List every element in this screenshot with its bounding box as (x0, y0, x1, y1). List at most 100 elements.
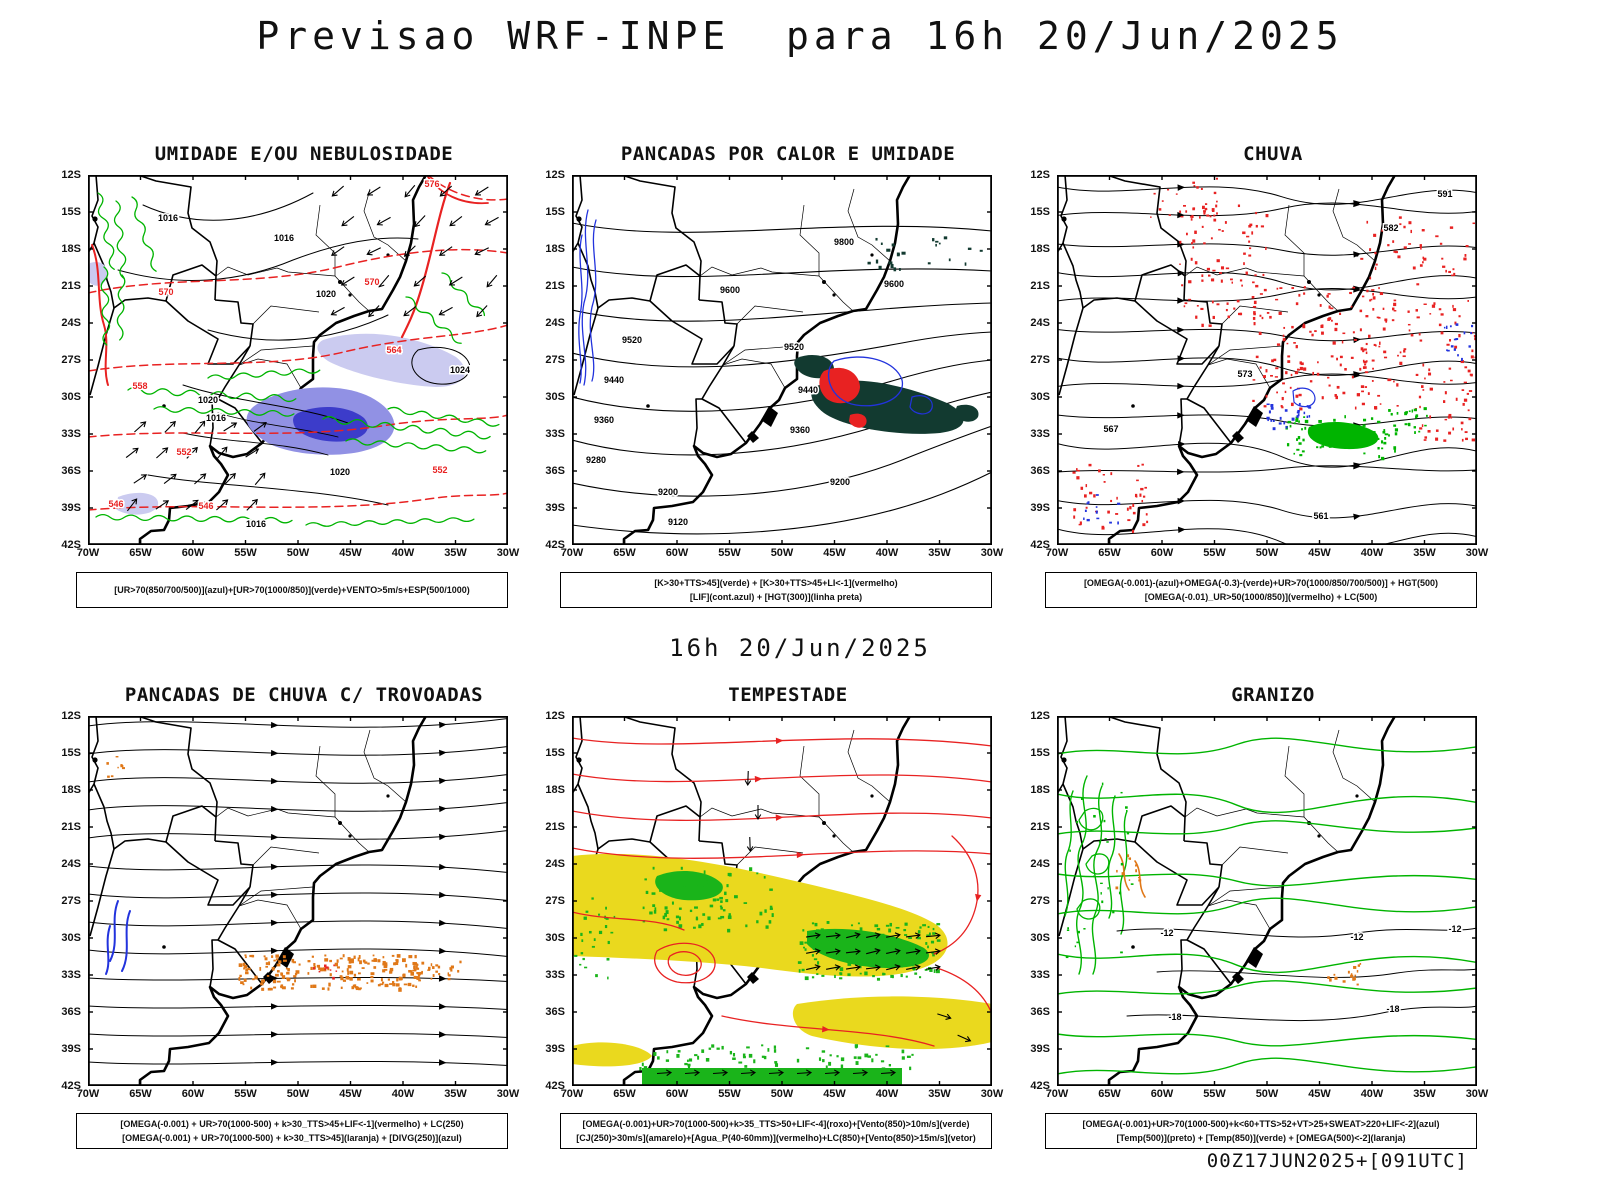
caption-line: [OMEGA(-0.001)+UR>70(1000-500)+k>35_TTS>… (582, 1119, 970, 1129)
caption-box: [OMEGA(-0.001)+UR>70(1000-500)+k>35_TTS>… (560, 1113, 992, 1149)
country-border (1134, 805, 1186, 843)
country-border (93, 783, 115, 850)
contour-label: -18 (1386, 1004, 1399, 1014)
lat-label: 18S (545, 243, 565, 255)
lat-label: 42S (61, 539, 81, 551)
lake (1246, 406, 1263, 427)
weather-map-granizo: -12 -12 -12 -18 -18 (1057, 716, 1477, 1086)
state-border (1207, 345, 1283, 366)
contour-label: 1016 (206, 413, 226, 423)
country-border (1106, 175, 1187, 277)
state-border (315, 204, 336, 276)
contour-label: 1016 (158, 213, 178, 223)
lake (1061, 216, 1067, 222)
lake (1246, 947, 1263, 968)
lat-label: 27S (1030, 354, 1050, 366)
state-border (722, 358, 786, 389)
country-border (1186, 939, 1232, 985)
lake (92, 757, 98, 763)
lake (338, 280, 342, 284)
page-title: Previsao WRF-INPE para 16h 20/Jun/2025 (256, 14, 1344, 58)
caption-line: [OMEGA(-0.01)_UR>50(1000/850)](vermelho)… (1144, 592, 1378, 602)
lake (92, 216, 98, 222)
state-border (363, 729, 407, 803)
lat-label: 24S (61, 317, 81, 329)
contour-label: 1020 (316, 289, 336, 299)
lon-label: 40W (1360, 547, 1384, 559)
contour-label: 9200 (658, 487, 678, 497)
lat-label: 39S (1030, 1043, 1050, 1055)
lon-label: 55W (1203, 1088, 1226, 1100)
lon-label: 60W (665, 547, 689, 559)
map-frame (572, 175, 992, 545)
lon-label: 55W (718, 1088, 741, 1100)
lon-label: 60W (1150, 547, 1174, 559)
state-border (722, 345, 798, 366)
contour-label: 570 (158, 287, 173, 297)
lon-label: 55W (718, 547, 741, 559)
lat-label: 36S (545, 1006, 565, 1018)
lon-label: 40W (875, 1088, 899, 1100)
panel-chuva: CHUVA 12S 15S 18S 21S 24S 27S 30S 33S 36S 39S 42S … (1015, 143, 1489, 608)
panel-title-trovoadas: PANCADAS DE CHUVA C/ TROVOADAS (124, 684, 484, 706)
lat-label: 27S (61, 895, 81, 907)
lake (1131, 404, 1135, 408)
country-border (137, 175, 218, 277)
country-border (137, 716, 218, 818)
state-border (799, 204, 820, 276)
lake (761, 406, 778, 427)
lat-label: 33S (61, 428, 81, 440)
contour-label: 1016 (274, 233, 294, 243)
state-border (699, 266, 762, 277)
lake (822, 821, 826, 825)
map-frame (88, 175, 508, 545)
lat-label: 42S (545, 539, 565, 551)
lake (576, 216, 582, 222)
country-border (209, 886, 251, 988)
lat-axis: 12S 15S 18S 21S 24S 27S 30S 33S 36S 39S 42S (1015, 169, 1053, 551)
state-border (1284, 745, 1305, 817)
valid-time-label: 16h 20/Jun/2025 (669, 634, 931, 662)
lon-label: 35W (1413, 1088, 1436, 1100)
lat-label: 42S (61, 1080, 81, 1092)
contour-label: 1020 (330, 467, 350, 477)
lat-label: 27S (545, 354, 565, 366)
weather-map-umidade: 1016 1016 1020 1024 1020 1016 1020 1016 576 570 57… (88, 175, 508, 545)
lon-label: 50W (286, 547, 310, 559)
contour-label: 1016 (246, 519, 266, 529)
lake (747, 431, 759, 443)
lon-axis: 70W 65W 60W 55W 50W 45W 40W 35W 30W (561, 545, 1004, 562)
panel-tempestade: TEMPESTADE 12S 15S 18S 21S 24S 27S 30S 33S 36S 39… (530, 684, 1004, 1149)
contour-label: 9440 (604, 375, 624, 385)
lon-label: 30W (980, 547, 1004, 559)
contour-label: 9360 (790, 425, 810, 435)
lat-label: 33S (1030, 969, 1050, 981)
map-frame (572, 716, 992, 1086)
lake (832, 293, 836, 297)
lake (1317, 834, 1321, 838)
country-border (214, 840, 254, 888)
lat-label: 27S (545, 895, 565, 907)
lon-label: 70W (76, 547, 100, 559)
lat-label: 21S (61, 821, 81, 833)
contour-label: -12 (1350, 932, 1363, 942)
weather-map-tempestade (572, 716, 992, 1086)
lat-label: 36S (1030, 465, 1050, 477)
lon-label: 70W (1045, 547, 1069, 559)
country-border (1186, 398, 1232, 444)
lat-label: 39S (61, 1043, 81, 1055)
state-border (238, 345, 314, 366)
map-area: 9800 9600 9600 9520 9520 9440 9440 9360 9360 9280… (572, 175, 992, 545)
map-block: 12S 15S 18S 21S 24S 27S 30S 33S 36S 39S 42S (46, 710, 520, 1092)
panel-title-granizo: GRANIZO (1231, 684, 1315, 706)
lat-label: 15S (61, 747, 81, 759)
contour-label: 546 (198, 501, 213, 511)
map-area (88, 716, 508, 1086)
lat-label: 24S (61, 858, 81, 870)
lon-label: 55W (234, 547, 257, 559)
state-border (1184, 266, 1247, 277)
lat-label: 39S (545, 502, 565, 514)
map-block: 12S 15S 18S 21S 24S 27S 30S 33S 36S 39S 42S -12 -12… (1015, 710, 1489, 1092)
lon-label: 40W (391, 1088, 415, 1100)
lon-label: 55W (234, 1088, 257, 1100)
